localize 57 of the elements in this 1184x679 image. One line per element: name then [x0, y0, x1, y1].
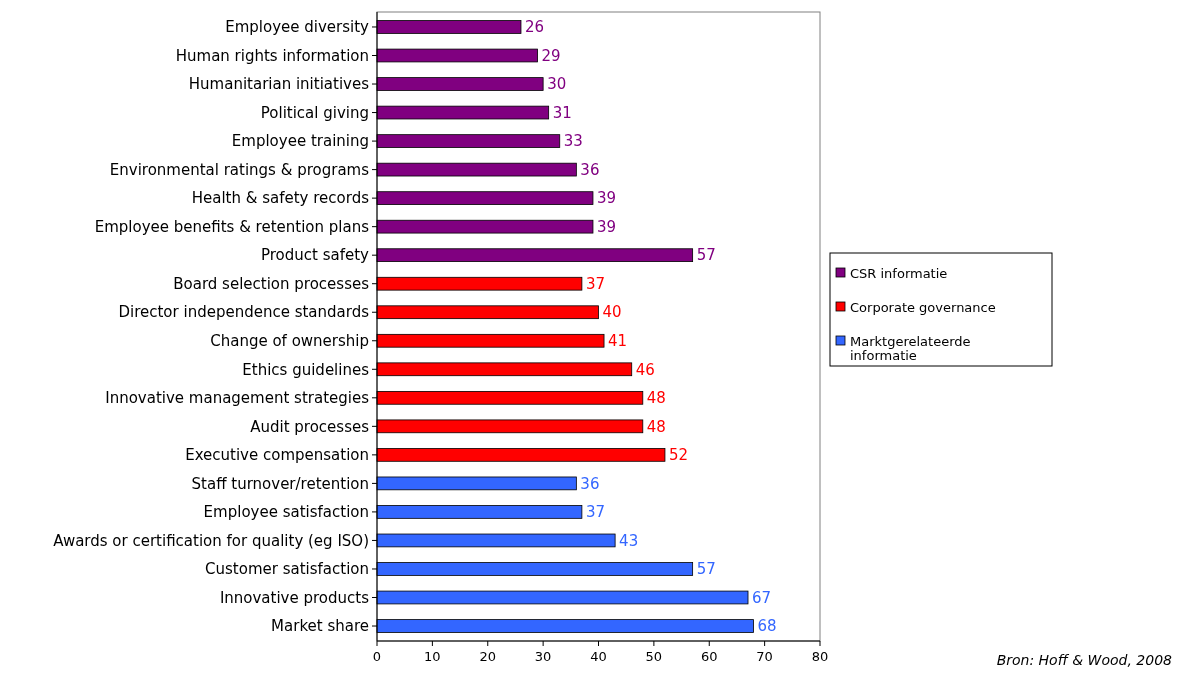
data-label: 48: [646, 389, 666, 408]
y-tick-label: Product safety: [261, 246, 370, 265]
data-label: 43: [619, 531, 639, 550]
data-label: 41: [608, 332, 628, 351]
y-tick-label: Humanitarian initiatives: [188, 75, 370, 94]
data-label: 26: [524, 18, 545, 37]
x-tick-label: 70: [756, 649, 773, 664]
y-tick-label: Staff turnover/retention: [191, 474, 369, 493]
y-tick-label: Executive compensation: [185, 446, 369, 465]
y-tick-label: Director independence standards: [118, 303, 370, 322]
data-label: 36: [580, 160, 600, 179]
y-tick-label: Health & safety records: [191, 189, 370, 208]
y-tick-label: Employee satisfaction: [203, 503, 369, 522]
data-label: 37: [585, 274, 605, 293]
x-tick-label: 80: [811, 649, 829, 664]
x-tick-label: 40: [590, 649, 607, 664]
data-label: 57: [696, 246, 716, 265]
text: Bron: Hoff & Wood, 2008: [996, 652, 1173, 668]
y-tick-label: Employee diversity: [225, 18, 370, 37]
y-tick-label: Employee training: [231, 132, 369, 151]
y-tick-label: Environmental ratings & programs: [109, 160, 370, 179]
data-label: 37: [585, 503, 605, 522]
data-label: 52: [668, 446, 689, 465]
y-tick-label: Audit processes: [250, 417, 370, 436]
y-tick-label: Customer satisfaction: [205, 560, 369, 579]
y-tick-label: Employee benefits & retention plans: [94, 217, 370, 236]
x-tick-label: 60: [700, 649, 718, 664]
x-tick-label: 0: [372, 649, 382, 664]
y-tick-label: Political giving: [260, 103, 369, 122]
data-label: 36: [580, 474, 600, 493]
x-tick-label: 10: [424, 649, 441, 664]
y-tick-label: Change of ownership: [210, 332, 369, 351]
y-tick-label: Awards or certification for quality (eg ISO): [53, 531, 369, 550]
data-label: 46: [635, 360, 655, 379]
data-label: 31: [552, 103, 572, 122]
data-label: 67: [752, 588, 772, 607]
x-tick-label: 50: [645, 649, 663, 664]
data-label: 39: [596, 189, 617, 208]
legend-label: Marktgerelateerde informatie: [850, 333, 971, 363]
x-tick-label: 30: [534, 649, 552, 664]
data-label: 57: [696, 560, 716, 579]
y-tick-label: Market share: [271, 617, 369, 636]
data-label: 29: [541, 46, 561, 65]
data-label: 68: [757, 617, 777, 636]
data-label: 48: [646, 417, 666, 436]
data-label: 30: [547, 75, 567, 94]
legend-label: CSR informatie: [850, 265, 948, 281]
y-tick-label: Human rights information: [175, 46, 369, 65]
data-label: 40: [602, 303, 622, 322]
data-label: 33: [563, 132, 583, 151]
x-tick-label: 20: [479, 649, 497, 664]
y-tick-label: Innovative management strategies: [105, 389, 370, 408]
data-label: 39: [596, 217, 617, 236]
legend-label: Corporate governance: [850, 299, 996, 315]
y-tick-label: Innovative products: [219, 588, 370, 607]
y-tick-label: Board selection processes: [173, 274, 370, 293]
y-tick-label: Ethics guidelines: [242, 360, 370, 379]
